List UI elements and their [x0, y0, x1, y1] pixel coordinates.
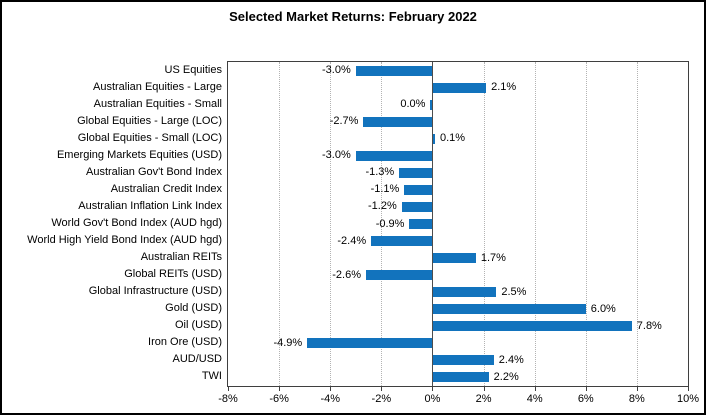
- category-label: Gold (USD): [165, 302, 222, 315]
- value-label: 2.2%: [493, 370, 519, 383]
- value-label: -2.7%: [329, 115, 359, 128]
- category-label: Global Equities - Small (LOC): [77, 131, 222, 144]
- x-tick-label: 0%: [424, 393, 441, 405]
- axis-tick: [279, 387, 281, 391]
- x-tick-label: -8%: [218, 393, 238, 405]
- value-label: 0.1%: [440, 132, 466, 145]
- bar: [432, 372, 489, 383]
- bar: [399, 167, 433, 178]
- axis-tick: [534, 387, 536, 391]
- x-tick-label: -2%: [371, 393, 392, 405]
- gridline: [534, 62, 536, 386]
- gridline: [330, 62, 332, 386]
- bar: [432, 304, 586, 315]
- bar: [432, 321, 632, 332]
- category-label: Australian Equities - Small: [93, 97, 222, 110]
- value-label: -4.9%: [273, 336, 303, 349]
- gridline: [585, 62, 587, 386]
- chart-title: Selected Market Returns: February 2022: [229, 9, 477, 24]
- value-label: 2.5%: [501, 285, 527, 298]
- axis-tick: [636, 387, 638, 391]
- category-label: TWI: [201, 370, 222, 383]
- category-label: World High Yield Bond Index (AUD hgd): [27, 234, 222, 247]
- bar: [432, 253, 476, 264]
- axis-tick: [688, 387, 689, 391]
- value-label: 0.0%: [400, 98, 426, 111]
- value-label: 7.8%: [636, 319, 662, 332]
- bar: [432, 355, 494, 366]
- gridline: [381, 62, 383, 386]
- category-label: Australian Credit Index: [110, 182, 222, 195]
- value-label: 2.4%: [498, 353, 524, 366]
- axis-tick: [483, 387, 485, 391]
- bar: [371, 236, 433, 247]
- value-label: 6.0%: [590, 302, 616, 315]
- category-label: Emerging Markets Equities (USD): [56, 148, 222, 161]
- bar: [401, 201, 433, 212]
- bar: [355, 150, 433, 161]
- bar: [430, 99, 433, 110]
- category-label: AUD/USD: [172, 353, 222, 366]
- axis-tick: [585, 387, 587, 391]
- gridline: [483, 62, 485, 386]
- value-label: -2.4%: [337, 234, 367, 247]
- value-label: -1.3%: [365, 166, 395, 179]
- axis-tick: [432, 387, 434, 391]
- category-label: Global Equities - Large (LOC): [77, 114, 222, 127]
- value-label: -3.0%: [322, 149, 351, 162]
- category-label: US Equities: [164, 63, 222, 76]
- x-tick-label: 8%: [628, 393, 645, 405]
- bar: [432, 287, 497, 298]
- x-tick-label: 4%: [526, 393, 543, 405]
- category-label: Oil (USD): [174, 319, 222, 332]
- x-tick-label: 10%: [676, 393, 700, 405]
- value-label: -2.6%: [332, 268, 361, 281]
- value-label: -0.9%: [375, 217, 405, 230]
- category-label: Australian REITs: [140, 251, 222, 264]
- category-label: Global REITs (USD): [124, 268, 222, 281]
- category-label: World Gov't Bond Index (AUD hgd): [51, 217, 222, 229]
- category-label: Australian Equities - Large: [92, 80, 222, 93]
- bar: [409, 219, 433, 229]
- bar: [432, 82, 487, 93]
- value-label: -1.2%: [368, 200, 397, 213]
- x-tick-label: -4%: [320, 393, 340, 405]
- gridline: [279, 62, 281, 386]
- category-label: Australian Gov't Bond Index: [85, 165, 222, 178]
- category-label: Australian Inflation Link Index: [78, 199, 222, 212]
- category-label: Global Infrastructure (USD): [88, 285, 222, 298]
- bar: [404, 184, 433, 195]
- gridline: [636, 62, 638, 386]
- bar: [366, 270, 433, 281]
- bar: [355, 65, 433, 76]
- bar: [307, 338, 433, 349]
- bar: [432, 133, 435, 144]
- x-tick-label: 6%: [577, 393, 594, 405]
- value-label: 2.1%: [491, 81, 517, 94]
- category-label: Iron Ore (USD): [148, 336, 222, 349]
- axis-tick: [381, 387, 383, 391]
- zero-axis-line: [432, 62, 434, 386]
- x-tick-label: -6%: [269, 393, 289, 405]
- value-label: -3.0%: [322, 64, 351, 77]
- plot-area: -3.0% 2.1% 0.0% -2.7% 0.1% -3.0% -1.3% -1.1% -1.…: [227, 61, 689, 387]
- axis-tick: [228, 387, 229, 391]
- bar: [363, 116, 433, 127]
- value-label: 1.7%: [480, 251, 506, 264]
- axis-tick: [330, 387, 332, 391]
- value-label: -1.1%: [370, 183, 400, 196]
- x-tick-label: 2%: [475, 393, 492, 405]
